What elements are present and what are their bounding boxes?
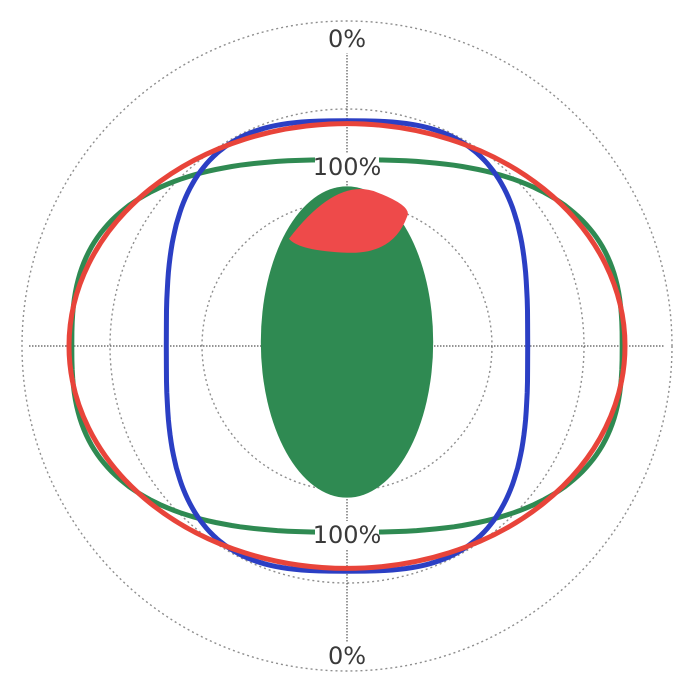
green-outline-series	[69, 157, 625, 535]
inner-red-filled-cap	[288, 189, 408, 253]
red-outline-series	[66, 121, 628, 571]
tick-label-background	[315, 153, 379, 181]
tick-label-layer: 0% 100% 100% 0%	[313, 25, 382, 670]
radial-tick-label-top-inner: 100%	[313, 153, 382, 181]
tick-label-background	[329, 642, 365, 670]
inner-green-filled-shape	[260, 186, 434, 498]
radial-tick-label-bottom-inner: 100%	[313, 521, 382, 549]
radial-tick-label-bottom-outer: 0%	[328, 642, 366, 670]
tick-label-background	[315, 521, 379, 549]
series-layer	[66, 118, 628, 574]
grid-ring-1	[21, 20, 673, 672]
tick-label-background	[329, 25, 365, 53]
radial-tick-label-top-outer: 0%	[328, 25, 366, 53]
